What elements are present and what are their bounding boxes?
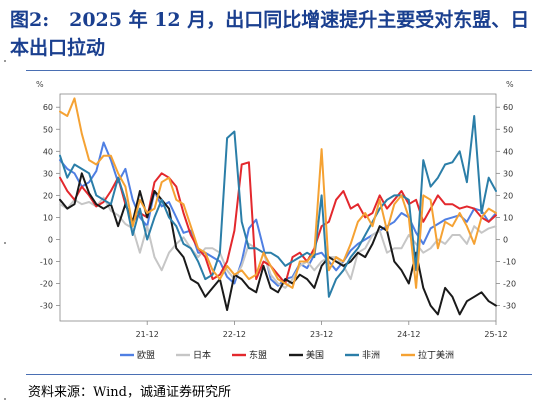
y-tick-label-right: -20 <box>503 280 516 289</box>
legend-label-欧盟: 欧盟 <box>137 349 155 361</box>
top-rule <box>26 70 532 71</box>
y-tick-label-left: 0 <box>48 235 53 244</box>
y-tick-label-right: 30 <box>503 169 513 178</box>
figure-title: 图2: 2025 年 12 月，出口同比增速提升主要受对东盟、日本出口拉动 <box>10 6 542 62</box>
figure-caption: 2025 年 12 月，出口同比增速提升主要受对东盟、日本出口拉动 <box>10 9 530 59</box>
series-line-非洲 <box>59 115 497 298</box>
y-tick-label-left: 30 <box>43 169 53 178</box>
y-tick-label-left: 50 <box>43 125 53 134</box>
y-tick-label-left: 20 <box>43 191 53 200</box>
y-tick-label-right: 10 <box>503 213 513 222</box>
series-line-欧盟 <box>59 141 497 287</box>
figure-number: 图2: <box>10 9 50 31</box>
legend-label-非洲: 非洲 <box>362 349 380 361</box>
series-line-拉丁美洲 <box>59 97 497 289</box>
y-tick-label-right: 40 <box>503 147 513 156</box>
margin-dot <box>4 398 6 400</box>
legend-label-拉丁美洲: 拉丁美洲 <box>418 349 454 361</box>
x-tick-label: 25-12 <box>484 330 507 339</box>
series-line-日本 <box>59 196 497 289</box>
y-tick-label-right: 0 <box>503 235 508 244</box>
legend-label-东盟: 东盟 <box>249 349 267 361</box>
margin-dot <box>4 242 6 244</box>
legend-label-日本: 日本 <box>193 349 211 361</box>
x-tick-label: 21-12 <box>136 330 159 339</box>
y-tick-label-right: 20 <box>503 191 513 200</box>
legend-label-美国: 美国 <box>306 349 324 361</box>
source-note: 资料来源：Wind，诚通证券研究所 <box>28 385 231 400</box>
y-tick-label-right: -10 <box>503 257 516 266</box>
y-tick-label-right: -30 <box>503 302 516 311</box>
y-tick-label-left: -20 <box>40 280 53 289</box>
y-tick-label-left: 60 <box>43 103 53 112</box>
y-tick-label-left: -30 <box>40 302 53 311</box>
series-line-美国 <box>59 172 497 316</box>
y-tick-label-right: 50 <box>503 125 513 134</box>
y-unit-label-left: % <box>36 80 44 89</box>
x-tick-label: 24-12 <box>397 330 420 339</box>
line-chart: % % -30 -30 -20 -20 -10 -10 0 0 10 10 20 20 30 30 40 40 50… <box>36 80 516 361</box>
margin-dot <box>4 60 6 62</box>
plot-frame <box>59 93 497 322</box>
x-tick-label: 23-12 <box>310 330 333 339</box>
y-tick-label-right: 60 <box>503 103 513 112</box>
y-tick-label-left: -10 <box>40 257 53 266</box>
y-tick-label-left: 10 <box>43 213 53 222</box>
bottom-rule <box>26 374 532 375</box>
y-unit-label-right: % <box>506 80 514 89</box>
y-tick-label-left: 40 <box>43 147 53 156</box>
x-tick-label: 22-12 <box>223 330 246 339</box>
